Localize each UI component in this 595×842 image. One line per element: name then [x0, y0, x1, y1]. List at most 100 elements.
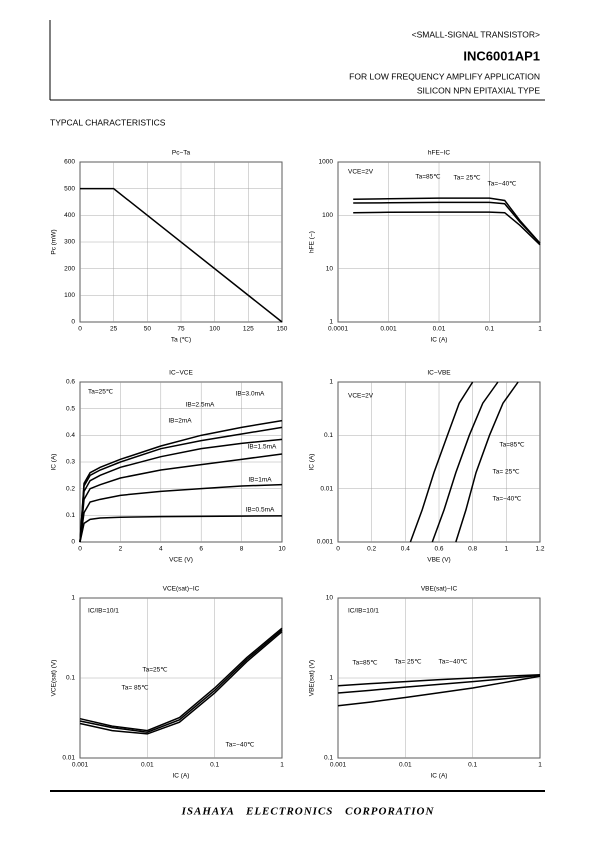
x-tick-label: 150: [277, 326, 288, 333]
x-tick-label: 10: [278, 546, 286, 553]
y-tick-label: 0.1: [66, 512, 75, 519]
y-tick-label: 10: [326, 595, 334, 602]
condition: VCE=2V: [348, 393, 374, 400]
y-tick-label: 0.001: [317, 539, 334, 546]
condition: IC/IB=10/1: [348, 608, 379, 615]
condition: VCE=2V: [348, 169, 374, 176]
y-tick-label: 300: [64, 239, 75, 246]
x-tick-label: 0.6: [434, 546, 443, 553]
x-tick-label: 75: [177, 326, 185, 333]
curve-label: Ta= 25℃: [395, 659, 423, 666]
curve-label: IB=1mA: [248, 477, 272, 484]
y-tick-label: 100: [322, 212, 333, 219]
x-tick-label: 0.001: [330, 762, 347, 769]
x-tick-label: 25: [110, 326, 118, 333]
y-tick-label: 500: [64, 185, 75, 192]
chart-title: VCE(sat)−IC: [163, 586, 200, 593]
y-axis-label: Pc (mW): [51, 229, 58, 254]
curve: [79, 515, 283, 543]
y-tick-label: 0.2: [66, 485, 75, 492]
x-tick-label: 1.2: [535, 546, 544, 553]
curve-label: Ta=25℃: [142, 667, 168, 674]
y-tick-label: 1: [71, 595, 75, 602]
curve: [409, 381, 474, 543]
curve: [79, 453, 283, 543]
x-axis-label: IC (A): [431, 773, 448, 780]
x-tick-label: 1: [538, 326, 542, 333]
curve-label: Ta=85℃: [415, 174, 441, 181]
x-tick-label: 0.001: [72, 762, 89, 769]
y-tick-label: 0: [71, 539, 75, 546]
curve-label: Ta=85℃: [499, 442, 525, 449]
chart-title: IC−VBE: [427, 370, 451, 377]
y-tick-label: 1: [329, 379, 333, 386]
y-axis-label: hFE (−): [309, 231, 316, 253]
x-axis-label: IC (A): [431, 337, 448, 344]
y-axis-label: IC (A): [309, 454, 316, 471]
y-axis-label: IC (A): [51, 454, 58, 471]
x-tick-label: 1: [538, 762, 542, 769]
x-tick-label: 1: [505, 546, 509, 553]
x-tick-label: 0.8: [468, 546, 477, 553]
x-tick-label: 0.01: [141, 762, 154, 769]
y-tick-label: 200: [64, 265, 75, 272]
y-axis-label: VBE(sat) (V): [309, 660, 316, 696]
y-tick-label: 1: [329, 319, 333, 326]
y-tick-label: 400: [64, 212, 75, 219]
x-tick-label: 2: [119, 546, 123, 553]
y-axis-label: VCE(sat) (V): [51, 660, 58, 697]
curve-label: IB=2mA: [168, 418, 192, 425]
part-number: INC6001AP1: [463, 48, 540, 63]
category: <SMALL-SIGNAL TRANSISTOR>: [412, 29, 540, 39]
condition: Ta=25℃: [88, 389, 114, 396]
x-tick-label: 0.4: [401, 546, 410, 553]
x-tick-label: 0.01: [433, 326, 446, 333]
x-tick-label: 125: [243, 326, 254, 333]
x-tick-label: 0.1: [210, 762, 219, 769]
y-tick-label: 1000: [319, 159, 334, 166]
curve: [337, 673, 541, 687]
y-tick-label: 0.4: [66, 432, 75, 439]
curve: [337, 674, 541, 694]
y-tick-label: 0.5: [66, 405, 75, 412]
chart-title: VBE(sat)−IC: [421, 586, 458, 593]
x-tick-label: 8: [240, 546, 244, 553]
curve: [79, 419, 283, 543]
curve-label: Ta=−40℃: [439, 659, 469, 666]
curve: [79, 629, 283, 733]
y-tick-label: 0.3: [66, 459, 75, 466]
y-tick-label: 0.01: [320, 485, 333, 492]
device-type: SILICON NPN EPITAXIAL TYPE: [417, 85, 540, 95]
application: FOR LOW FREQUENCY AMPLIFY APPLICATION: [349, 71, 540, 81]
curve-label: IB=0.5mA: [246, 507, 275, 514]
x-tick-label: 0.0001: [328, 326, 348, 333]
y-tick-label: 1: [329, 675, 333, 682]
curve: [79, 483, 283, 543]
x-tick-label: 0: [78, 326, 82, 333]
curve-label: IB=1.5mA: [248, 444, 277, 451]
curve: [79, 631, 283, 735]
y-tick-label: 0.1: [324, 755, 333, 762]
x-tick-label: 0.1: [485, 326, 494, 333]
x-tick-label: 0.001: [380, 326, 397, 333]
y-tick-label: 100: [64, 292, 75, 299]
curve-label: Ta=−40℃: [226, 742, 256, 749]
condition: IC/IB=10/1: [88, 608, 119, 615]
curve: [353, 197, 541, 244]
x-tick-label: 0: [336, 546, 340, 553]
y-tick-label: 0.1: [66, 675, 75, 682]
x-tick-label: 100: [209, 326, 220, 333]
y-tick-label: 0.1: [324, 432, 333, 439]
x-axis-label: VCE (V): [169, 557, 193, 564]
curve: [353, 201, 541, 244]
curve: [337, 675, 541, 707]
x-tick-label: 50: [144, 326, 152, 333]
curve: [79, 438, 283, 543]
curve-label: IB=2.5mA: [186, 402, 215, 409]
x-tick-label: 0.2: [367, 546, 376, 553]
curve-label: Ta=−40℃: [488, 181, 518, 188]
curve: [353, 211, 541, 246]
curve: [455, 381, 519, 543]
curve-label: IB=3.0mA: [236, 391, 265, 398]
